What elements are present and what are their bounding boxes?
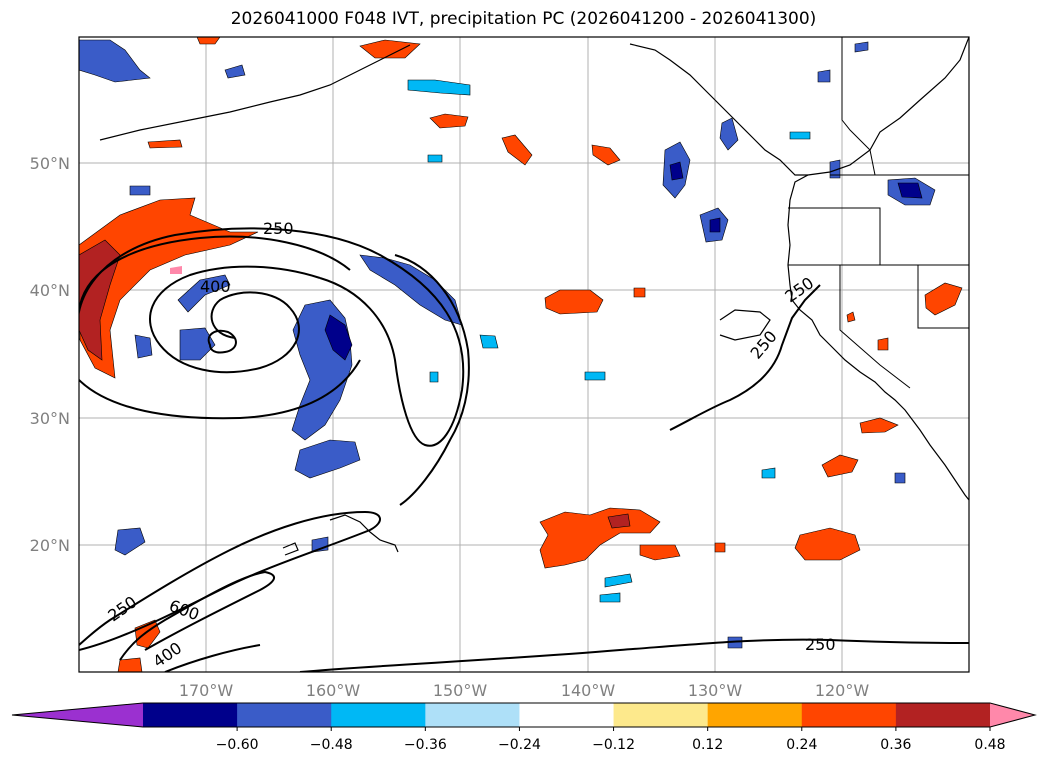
colorbar-segment: [143, 703, 238, 727]
colorbar-tick-label: 0.36: [880, 737, 911, 753]
colorbar: −0.60 −0.48 −0.36 −0.24 −0.12 0.12 0.24 0.36 0.4…: [11, 702, 1037, 753]
colorbar-segment: [519, 703, 615, 727]
colorbar-tick-label: −0.36: [404, 737, 447, 753]
map-title: 2026041000 F048 IVT, precipitation PC (2…: [230, 9, 817, 29]
contour-label: 250: [263, 219, 294, 238]
colorbar-segment: [613, 703, 709, 727]
lat-label: 30°N: [30, 409, 70, 428]
colorbar-tick-label: −0.12: [592, 737, 635, 753]
plot-frame: [78, 36, 970, 673]
lat-label: 20°N: [30, 536, 70, 555]
ivt-contours: [79, 227, 969, 672]
state-borders: [788, 37, 969, 389]
colorbar-segment: [331, 703, 426, 727]
colorbar-segment: [895, 703, 991, 727]
colorbar-tick-label: −0.24: [498, 737, 541, 753]
colorbar-segment: [801, 703, 897, 727]
coastlines: [99, 37, 969, 556]
colorbar-tick-label: −0.48: [310, 737, 353, 753]
lon-label: 140°W: [561, 681, 616, 700]
colorbar-extend-min: [12, 703, 143, 727]
colorbar-segment: [237, 703, 332, 727]
lon-label: 160°W: [306, 681, 361, 700]
contour-label: 250: [805, 635, 836, 654]
colorbar-outline: [11, 702, 1037, 728]
lon-label: 150°W: [433, 681, 488, 700]
colorbar-tick-label: 0.24: [786, 737, 817, 753]
latitude-labels: 50°N 40°N 30°N 20°N: [30, 154, 70, 555]
colorbar-tick-label: 0.12: [692, 737, 723, 753]
lat-label: 50°N: [30, 154, 70, 173]
lon-label: 120°W: [815, 681, 870, 700]
colorbar-segment: [425, 703, 520, 727]
lon-label: 170°W: [179, 681, 234, 700]
contour-label: 400: [200, 277, 231, 296]
colorbar-tick-label: −0.60: [216, 737, 259, 753]
negative-anomaly-patches: [79, 39, 936, 649]
longitude-labels: 170°W 160°W 150°W 140°W 130°W 120°W: [179, 681, 870, 700]
map-plot-area: [79, 37, 969, 672]
lon-label: 130°W: [688, 681, 743, 700]
positive-anomaly-patches: [79, 37, 963, 672]
lat-label: 40°N: [30, 281, 70, 300]
colorbar-segment: [707, 703, 803, 727]
colorbar-extend-max: [990, 703, 1035, 727]
colorbar-tick-label: 0.48: [974, 737, 1005, 753]
